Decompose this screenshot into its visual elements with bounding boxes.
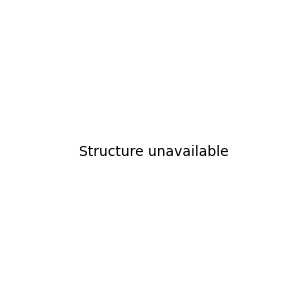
Text: Structure unavailable: Structure unavailable bbox=[79, 145, 229, 158]
